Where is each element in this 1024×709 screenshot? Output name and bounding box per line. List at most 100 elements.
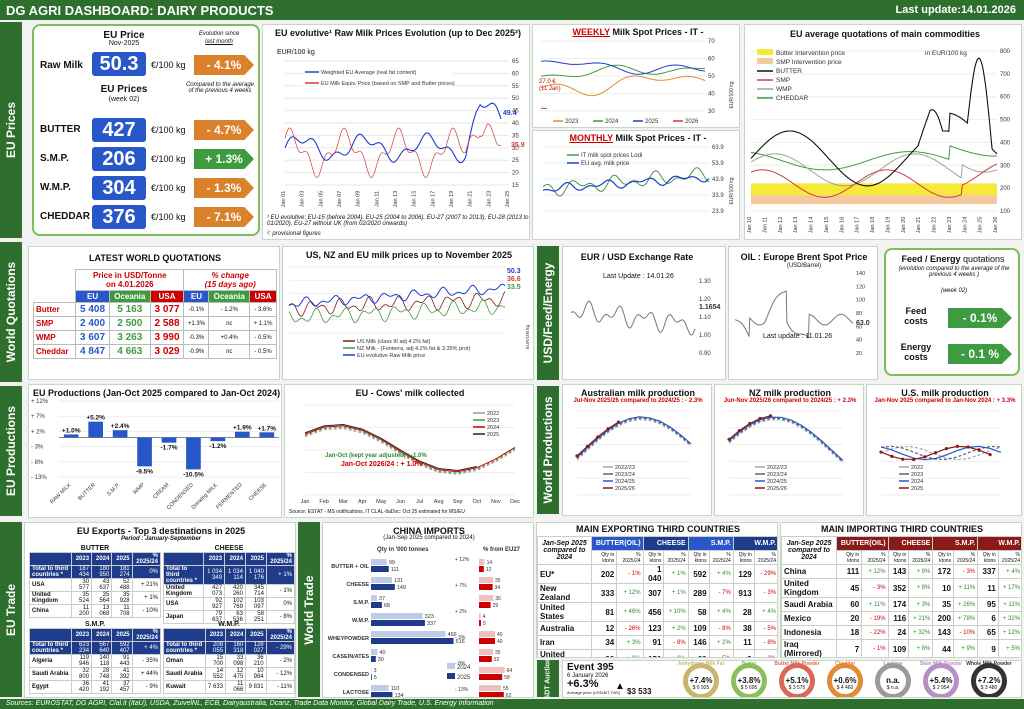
point [901,457,905,461]
x-tick: Sep [453,499,463,505]
share-bar [479,649,493,655]
data-label: 466 [448,632,457,638]
products-period: (week 02) [108,96,140,103]
x-tick: Jan 07 [337,191,343,208]
data-label: 149 [397,585,406,591]
energy-costs-label: Energy costs [900,342,932,362]
nz-prod-panel: NZ milk production Jun-Nov 2025/26 compa… [714,384,864,516]
x-tick: Nov [491,499,501,505]
y-tick: 100 [856,298,865,304]
series-eurusd [570,300,696,336]
exporters-row: Iran 34 + 3% 91- 8% 146 + 2% 11- 8% [537,635,777,650]
pct-tick: + 7% [455,583,467,589]
category-label: BUTTER [77,482,97,502]
weekly-title-a: WEEKLY [572,27,610,37]
bar [371,595,377,601]
wq-col-2: USA [149,290,185,303]
data-label: 323 [425,614,434,620]
weekly-annot: 27.0 € [539,79,556,85]
eurusd-value: 1.1654 [699,304,721,311]
y-tick: - 13% [31,475,47,481]
data-label: 40 [379,650,385,656]
x-tick: Jan 23 [486,191,492,208]
band-label: USD/Feed/Energy [541,262,555,364]
weekly-spot-panel: WEEKLY Milk Spot Prices - IT - 70 60 50 40 3… [532,24,740,128]
eu-prices-panel: EU Price Nov-2025 Evolution since last m… [32,24,260,236]
exporters-row: EU* 202- 1% 1 040 + 1% 592 + 4% 129- 29% [537,564,777,584]
importers-row: Iraq (Mirrored) 7- 1% 109 + 8% 44 + 9% 9 + 5% [781,639,1021,657]
weekly-title-b: Milk Spot Prices - IT - [610,27,704,37]
raw-milk-chart-title: EU evolutive¹ Raw Milk Prices Evolution … [274,28,522,38]
category-label: WHEYPOWDER [328,636,369,642]
data-label: +2.4% [111,423,130,430]
price-label-1: S.M.P. [40,153,69,164]
point [768,414,773,418]
point [879,450,883,454]
band-usd-feed-energy: USD/Feed/Energy [537,246,559,380]
feed-energy-title-2: quotations [960,254,1005,264]
bar [186,437,201,470]
series-2024 [880,445,1002,461]
series-2025 [304,423,477,472]
series-weighted-avg [284,102,502,164]
legend-label: 2025/26 [767,486,787,492]
y-tick: 30 [708,109,715,115]
evolution-note: Evolution since [198,31,240,37]
band-label: World Trade [302,574,316,645]
monthly-title-b: Milk Spot Prices - IT - [613,133,707,143]
butter-intervention-area [751,183,997,196]
x-tick: Feb [319,499,328,505]
gdt-product-circle: +5.1% $ 3 575 [779,663,815,697]
us-nz-eu-panel: US, NZ and EU milk prices up to November… [282,246,534,380]
eu-productions-chart: + 12% + 7% + 2% - 3% - 8% - 13% +1.0% RAW MILK +… [31,399,279,511]
price-label-2: W.M.P. [40,182,71,193]
bar [371,613,423,619]
qty-head: Qty in '000 tonnes [377,547,429,553]
y-tick: + 7% [31,414,46,420]
importers-row: China 111 + 12% 143 + 9% 172- 3% 337 + 4% [781,564,1021,579]
series-2023 [304,426,516,474]
pct-tick: - 13% [455,687,469,693]
y-tick: 200 [1000,186,1011,192]
x-tick: Mar [338,499,348,505]
bar [88,421,103,438]
series-wmp [750,153,998,187]
point [596,435,600,439]
legend-label: 2024 [605,119,619,125]
brent-value: 63.0 [856,320,870,327]
x-tick: Jan 23 [947,217,953,234]
wq-col-1: Oceania [108,290,151,303]
legend-swatch [757,49,773,55]
footer: Sources: EUROSTAT, DG AGRI, Clal.it (Ita… [0,699,1024,709]
data-label: 68 [384,603,390,609]
end-label: 49.4 [503,110,517,117]
share-label: 14 [487,560,493,566]
share-bar [479,577,493,583]
data-label: 37 [379,596,385,602]
series-butter [750,57,998,187]
legend-label: CHEDDAR [776,95,808,102]
y-tick: 70 [708,39,715,45]
legend-box [303,65,453,91]
data-label: +1.9% [233,425,252,432]
cows-milk-title: EU - Cows' milk collected [355,388,465,398]
category-label: CHEESE [248,482,268,502]
band-label: World Quotations [4,261,18,363]
y-tick: 40 [708,92,715,98]
commodities-panel: EU average quotations of main commoditie… [744,24,1022,240]
legend-label: EU evolutive Raw Milk price [357,353,425,359]
x-tick: Jan 12 [778,217,784,234]
point [923,455,927,459]
category-label: RAW MILK [49,482,73,506]
gdt-product-circle: +5.4% $ 2 954 [923,663,959,697]
china-imports-panel: CHINA IMPORTS (Jan-Sep 2025 compared to … [322,522,534,698]
export-block: W.M.P. 2023 2024 2025% 2025/24 Total to thir… [163,621,295,694]
monthly-spot-panel: MONTHLY Milk Spot Prices - IT - 63.9 53.9… [532,130,740,240]
point [912,457,916,462]
raw-milk-chart-panel: EU evolutive¹ Raw Milk Prices Evolution … [262,24,530,240]
exporters-row: United States 81 + 46% 456 + 10% 58 + 4% 28 + 4% [537,602,777,622]
importers-panel: MAIN IMPORTING THIRD COUNTRIES Jan-Sep 2… [780,522,1022,658]
bar [371,638,454,644]
monthly-chart: 63.9 53.9 43.9 33.9 23.9 IT milk spot prices … [542,145,735,215]
